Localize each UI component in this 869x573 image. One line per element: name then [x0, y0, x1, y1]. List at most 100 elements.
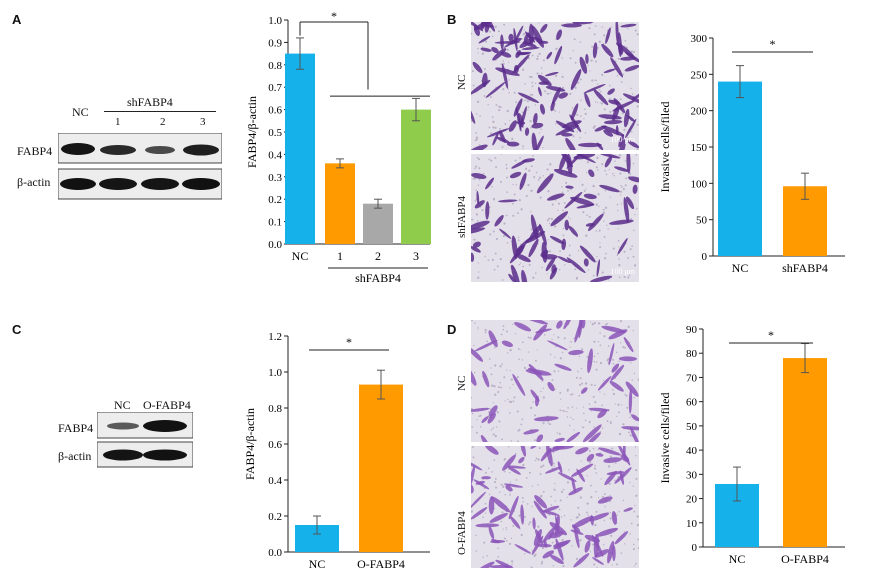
- pore: [634, 504, 636, 507]
- cell: [614, 467, 632, 484]
- pore: [604, 257, 607, 260]
- cell: [572, 515, 594, 528]
- cell: [508, 33, 514, 42]
- pore: [609, 455, 612, 458]
- pore: [577, 81, 580, 84]
- pore: [570, 519, 572, 521]
- pore: [583, 118, 585, 120]
- cell: [533, 112, 538, 125]
- blot-c-row-fabp4: FABP4: [58, 421, 94, 435]
- pore: [495, 166, 498, 168]
- pore: [635, 154, 638, 156]
- pore: [492, 126, 495, 129]
- pore: [629, 533, 631, 535]
- pore: [578, 394, 580, 397]
- pore: [525, 194, 528, 198]
- pore: [530, 189, 533, 192]
- y-tick-label: 0.8: [268, 60, 282, 72]
- cell: [565, 185, 574, 189]
- pore: [628, 274, 631, 276]
- pore: [607, 345, 610, 347]
- pore: [634, 446, 637, 448]
- pore: [508, 79, 510, 81]
- cell: [603, 68, 616, 74]
- pore: [567, 190, 569, 192]
- pore: [590, 59, 593, 62]
- pore: [508, 119, 511, 121]
- pore: [498, 108, 501, 112]
- cell: [471, 367, 477, 386]
- pore: [488, 126, 491, 129]
- pore: [522, 265, 524, 268]
- pore: [592, 184, 595, 188]
- cell: [553, 541, 569, 548]
- pore: [495, 104, 498, 106]
- pore: [632, 162, 635, 165]
- pore: [607, 279, 610, 281]
- cell: [549, 522, 568, 536]
- pore: [572, 418, 574, 420]
- cell: [471, 173, 487, 180]
- cell: [584, 92, 591, 108]
- pore: [632, 485, 634, 487]
- pore: [617, 140, 619, 142]
- pore: [618, 276, 621, 279]
- cell: [588, 169, 595, 178]
- pore: [501, 145, 504, 148]
- pore: [496, 265, 499, 268]
- pore: [635, 454, 637, 457]
- cell: [571, 524, 581, 533]
- category-label: NC: [729, 552, 746, 566]
- cell: [617, 238, 628, 255]
- cell: [481, 416, 489, 424]
- y-tick-label: 0.1: [268, 217, 282, 229]
- pore: [542, 422, 545, 425]
- pore: [550, 92, 552, 94]
- pore: [580, 367, 583, 370]
- pore: [556, 432, 559, 434]
- pore: [561, 538, 564, 542]
- pore: [558, 268, 561, 271]
- pore: [572, 49, 574, 52]
- y-axis-label: FABP4/β-actin: [243, 408, 257, 480]
- pore: [566, 416, 569, 418]
- pore: [612, 362, 615, 365]
- cell: [490, 496, 511, 513]
- pore: [500, 386, 503, 389]
- micrograph-d-nc: [471, 320, 639, 442]
- pore: [636, 123, 639, 126]
- pore: [487, 467, 490, 470]
- pore: [618, 360, 620, 363]
- pore: [626, 136, 629, 139]
- pore: [588, 27, 591, 30]
- pore: [582, 211, 585, 214]
- pore: [617, 411, 620, 414]
- pore: [492, 120, 495, 124]
- y-tick-label: 40: [686, 445, 698, 457]
- pore: [562, 209, 564, 212]
- pore: [589, 70, 591, 72]
- y-tick-label: 0.4: [268, 475, 282, 487]
- pore: [521, 38, 524, 40]
- pore: [585, 234, 588, 237]
- pore: [601, 495, 604, 499]
- cell: [566, 431, 581, 442]
- cell: [471, 347, 484, 362]
- pore: [623, 128, 626, 131]
- pore: [491, 35, 494, 38]
- y-axis-label: Invasive cells/filed: [658, 393, 672, 484]
- pore: [549, 163, 552, 166]
- pore: [629, 416, 631, 419]
- pore: [589, 551, 592, 553]
- pore: [614, 403, 616, 405]
- pore: [601, 163, 604, 166]
- pore: [481, 52, 484, 55]
- pore: [603, 335, 606, 338]
- pore: [589, 461, 592, 464]
- pore: [606, 420, 609, 423]
- pore: [593, 360, 596, 363]
- pore: [477, 47, 479, 50]
- cell: [502, 454, 516, 471]
- pore: [522, 145, 524, 148]
- pore: [571, 393, 574, 396]
